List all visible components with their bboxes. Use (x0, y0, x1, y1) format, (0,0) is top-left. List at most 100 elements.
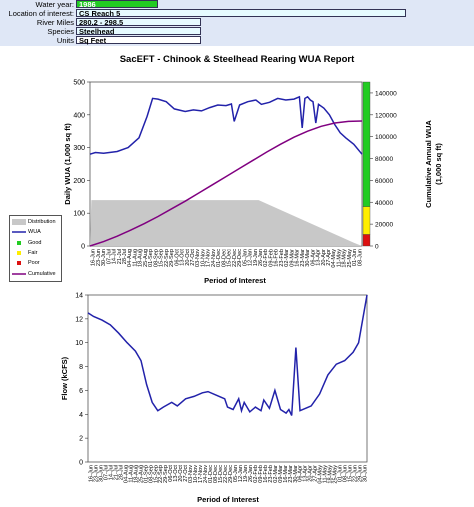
quality-good-segment (362, 81, 371, 207)
flow-x-tick-label: 29-Jun (358, 465, 364, 482)
legend-label-distribution: Distribution (28, 219, 56, 225)
y-tick-label: 300 (73, 145, 85, 152)
flow-x-tick-label: 09-Feb (258, 465, 264, 483)
flow-x-tick-label: 11-May (323, 465, 329, 483)
flow-x-tick-label: 08-Dec (213, 465, 219, 483)
chart-title: SacEFT - Chinook & Steelhead Rearing WUA… (120, 54, 355, 65)
flow-y-axis-label: Flow (kCFS) (60, 356, 69, 400)
y2-tick-label: 120000 (375, 112, 397, 119)
units-field[interactable]: Sq Feet (76, 36, 201, 45)
species-field[interactable]: Steelhead (76, 27, 201, 36)
legend-item-fair: Fair (10, 249, 61, 258)
x-tick-label: 04-Aug (127, 249, 133, 267)
x-axis-label: Period of Interest (204, 276, 266, 285)
x-tick-label: 02-Feb (263, 249, 269, 267)
good-swatch (17, 241, 21, 245)
x-tick-label: 23-Mar (300, 249, 306, 267)
flow-x-tick-label: 26-Jan (248, 465, 254, 482)
legend-label-cumulative: Cumulative (28, 271, 56, 277)
report-header: Water year: 1986 Location of interest: C… (0, 0, 474, 46)
flow-x-tick-label: 15-Dec (218, 465, 224, 483)
wua-chart: SacEFT - Chinook & Steelhead Rearing WUA… (63, 54, 443, 285)
legend-label-poor: Poor (28, 260, 40, 266)
flow-x-tick-label: 06-Apr (298, 465, 304, 482)
x-tick-label: 22-Dec (232, 249, 238, 267)
flow-x-tick-label: 25-Aug (138, 465, 144, 483)
y-tick-label: 0 (81, 244, 85, 251)
x-tick-label: 28-Jul (122, 249, 128, 264)
flow-x-tick-label: 10-Nov (193, 465, 199, 483)
x-tick-label: 11-Aug (132, 249, 138, 267)
flow-x-tick-label: 01-Jun (338, 465, 344, 482)
y-axis-label: Daily WUA (1,000 sq ft) (63, 123, 72, 205)
wua-line (89, 95, 363, 155)
location-field[interactable]: CS Reach 5 (76, 9, 406, 18)
flow-x-tick-label: 08-Jun (343, 465, 349, 482)
flow-x-tick-label: 17-Nov (198, 465, 204, 483)
poor-swatch (17, 261, 21, 265)
species-label: Species (47, 27, 74, 36)
x-tick-label: 01-Jun (352, 249, 358, 266)
flow-x-tick-label: 23-Feb (268, 465, 274, 483)
flow-x-tick-label: 19-Jan (243, 465, 249, 482)
legend-item-distribution: Distribution (10, 218, 61, 227)
flow-x-tick-label: 02-Mar (273, 465, 279, 483)
flow-chart: 0246810121416-Jun23-Jun30-Jun07-Jul14-Ju… (60, 293, 369, 505)
flow-x-tick-label: 13-Apr (303, 465, 309, 482)
y-tick-label: 500 (73, 80, 85, 87)
flow-x-tick-label: 18-Aug (133, 465, 139, 483)
x-tick-label: 13-Oct (180, 249, 186, 266)
flow-x-tick-label: 01-Dec (208, 465, 214, 483)
flow-x-tick-label: 30-Jun (98, 465, 104, 482)
flow-x-tick-label: 04-Aug (123, 465, 129, 483)
legend-item-poor: Poor (10, 259, 61, 268)
water-year-label: Water year: (35, 0, 74, 9)
x-tick-label: 08-Jun (357, 249, 363, 266)
flow-y-tick-label: 0 (79, 460, 83, 467)
x-tick-label: 14-Jul (112, 249, 118, 264)
flow-x-tick-label: 11-Aug (128, 465, 134, 483)
flow-x-axis-label: Period of Interest (197, 495, 259, 504)
flow-x-tick-label: 16-Feb (263, 465, 269, 483)
flow-x-tick-label: 30-Mar (293, 465, 299, 483)
x-tick-label: 09-Feb (268, 249, 274, 267)
flow-x-tick-label: 23-Mar (288, 465, 294, 483)
x-tick-label: 02-Mar (284, 249, 290, 267)
y2-tick-label: 0 (375, 244, 379, 251)
legend-label-fair: Fair (28, 250, 38, 256)
water-year-field[interactable]: 1986 (76, 0, 158, 9)
x-tick-label: 27-Apr (326, 249, 332, 266)
legend-label-good: Good (28, 240, 42, 246)
y-tick-label: 200 (73, 178, 85, 185)
flow-x-tick-label: 15-Sep (153, 465, 159, 483)
flow-y-tick-label: 14 (75, 293, 83, 300)
river-miles-field[interactable]: 280.2 - 298.5 (76, 18, 201, 27)
x-tick-label: 07-Jul (106, 249, 112, 264)
flow-x-tick-label: 16-Mar (283, 465, 289, 483)
fair-swatch (17, 251, 21, 255)
location-label: Location of interest: (8, 9, 74, 18)
river-miles-label: River Miles (36, 18, 74, 27)
flow-x-tick-label: 07-Jul (103, 465, 109, 480)
flow-x-tick-label: 22-Dec (223, 465, 229, 483)
flow-x-tick-label: 29-Dec (228, 465, 234, 483)
flow-x-tick-label: 27-Apr (313, 465, 319, 482)
legend-item-cumulative: Cumulative (10, 270, 61, 279)
x-tick-label: 04-May (331, 249, 337, 268)
units-label: Units (56, 36, 74, 45)
x-tick-label: 25-Aug (143, 249, 149, 267)
x-tick-label: 01-Sep (148, 249, 154, 267)
flow-x-tick-label: 20-Apr (308, 465, 314, 482)
x-tick-label: 17-Nov (206, 249, 212, 267)
y2-tick-label: 140000 (375, 90, 397, 97)
y2-tick-label: 20000 (375, 222, 393, 229)
x-tick-label: 30-Mar (305, 249, 311, 267)
x-tick-label: 16-Mar (295, 249, 301, 267)
flow-plot-area (87, 294, 368, 463)
x-tick-label: 05-Jan (242, 249, 248, 266)
y2-tick-label: 100000 (375, 134, 397, 141)
x-tick-label: 20-Apr (321, 249, 327, 266)
y2-tick-label: 80000 (375, 156, 393, 163)
x-tick-label: 18-Aug (138, 249, 144, 267)
flow-x-tick-label: 15-Jun (348, 465, 354, 482)
